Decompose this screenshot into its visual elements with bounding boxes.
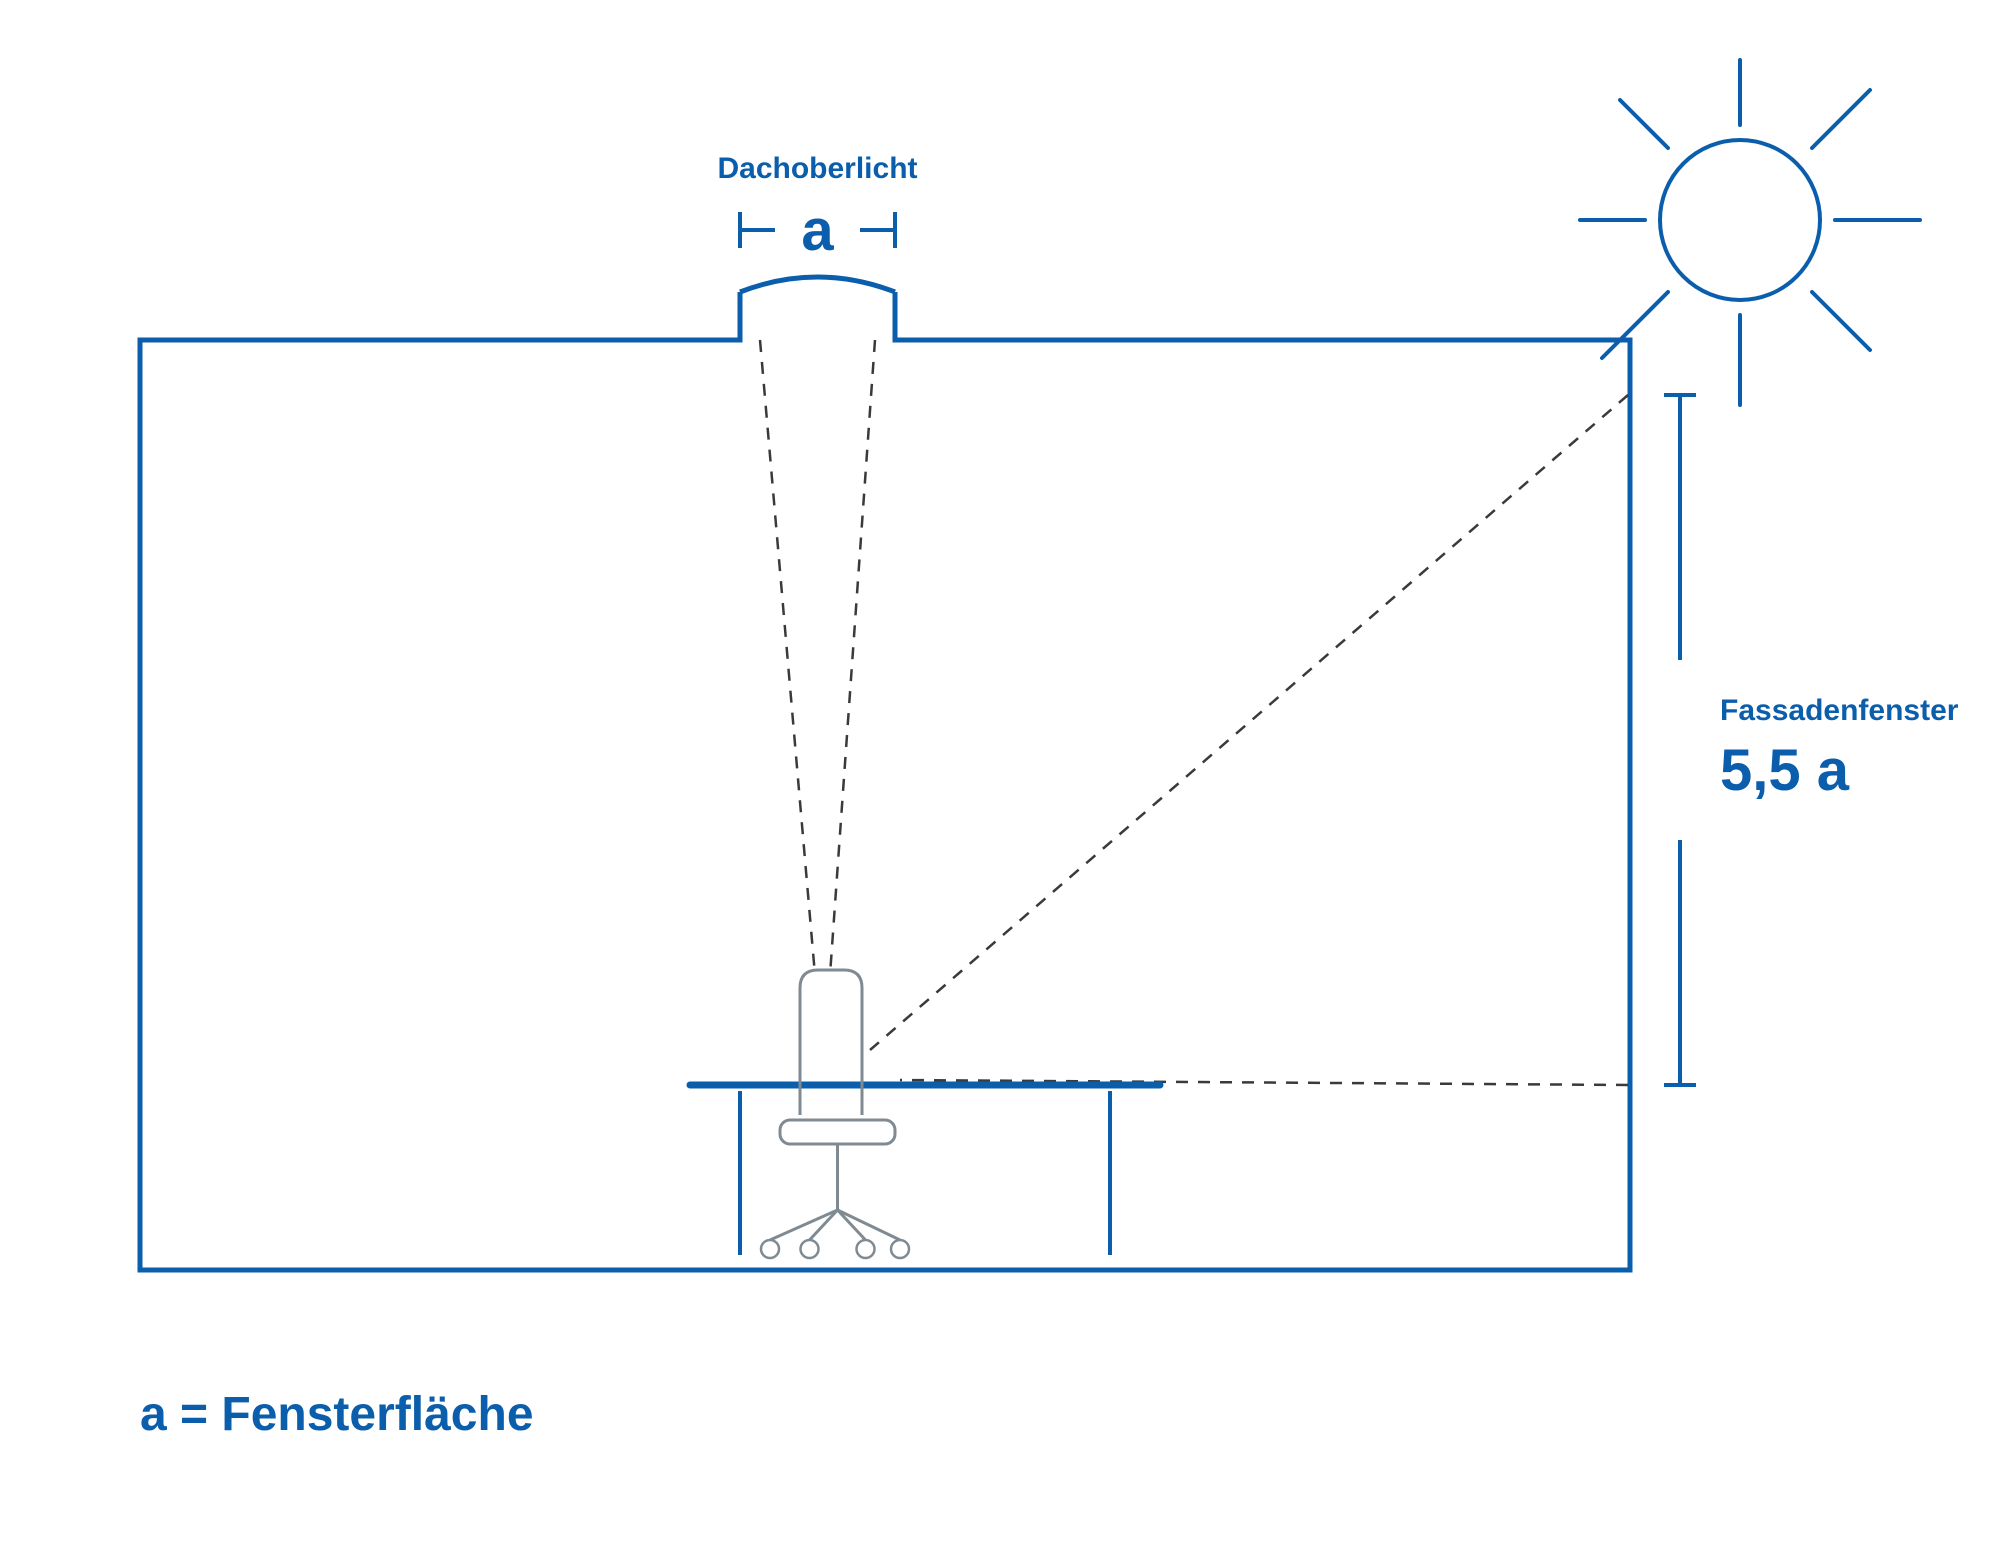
light-ray (830, 340, 875, 975)
sun-ray (1812, 90, 1870, 148)
sun-ray (1602, 292, 1668, 358)
light-ray (870, 395, 1628, 1050)
sun-ray (1620, 100, 1668, 148)
sun-icon (1660, 140, 1820, 300)
skylight-letter: a (801, 198, 834, 263)
facade-label: Fassadenfenster (1720, 694, 1959, 727)
room-outline (140, 340, 1630, 1270)
skylight-dome (740, 277, 895, 292)
sun-ray (1812, 292, 1870, 350)
caption-text: a = Fensterfläche (140, 1388, 534, 1441)
facade-value: 5,5 a (1720, 738, 1850, 803)
skylight-label: Dachoberlicht (717, 152, 917, 185)
light-ray (760, 340, 815, 975)
office-chair-icon (761, 970, 909, 1258)
